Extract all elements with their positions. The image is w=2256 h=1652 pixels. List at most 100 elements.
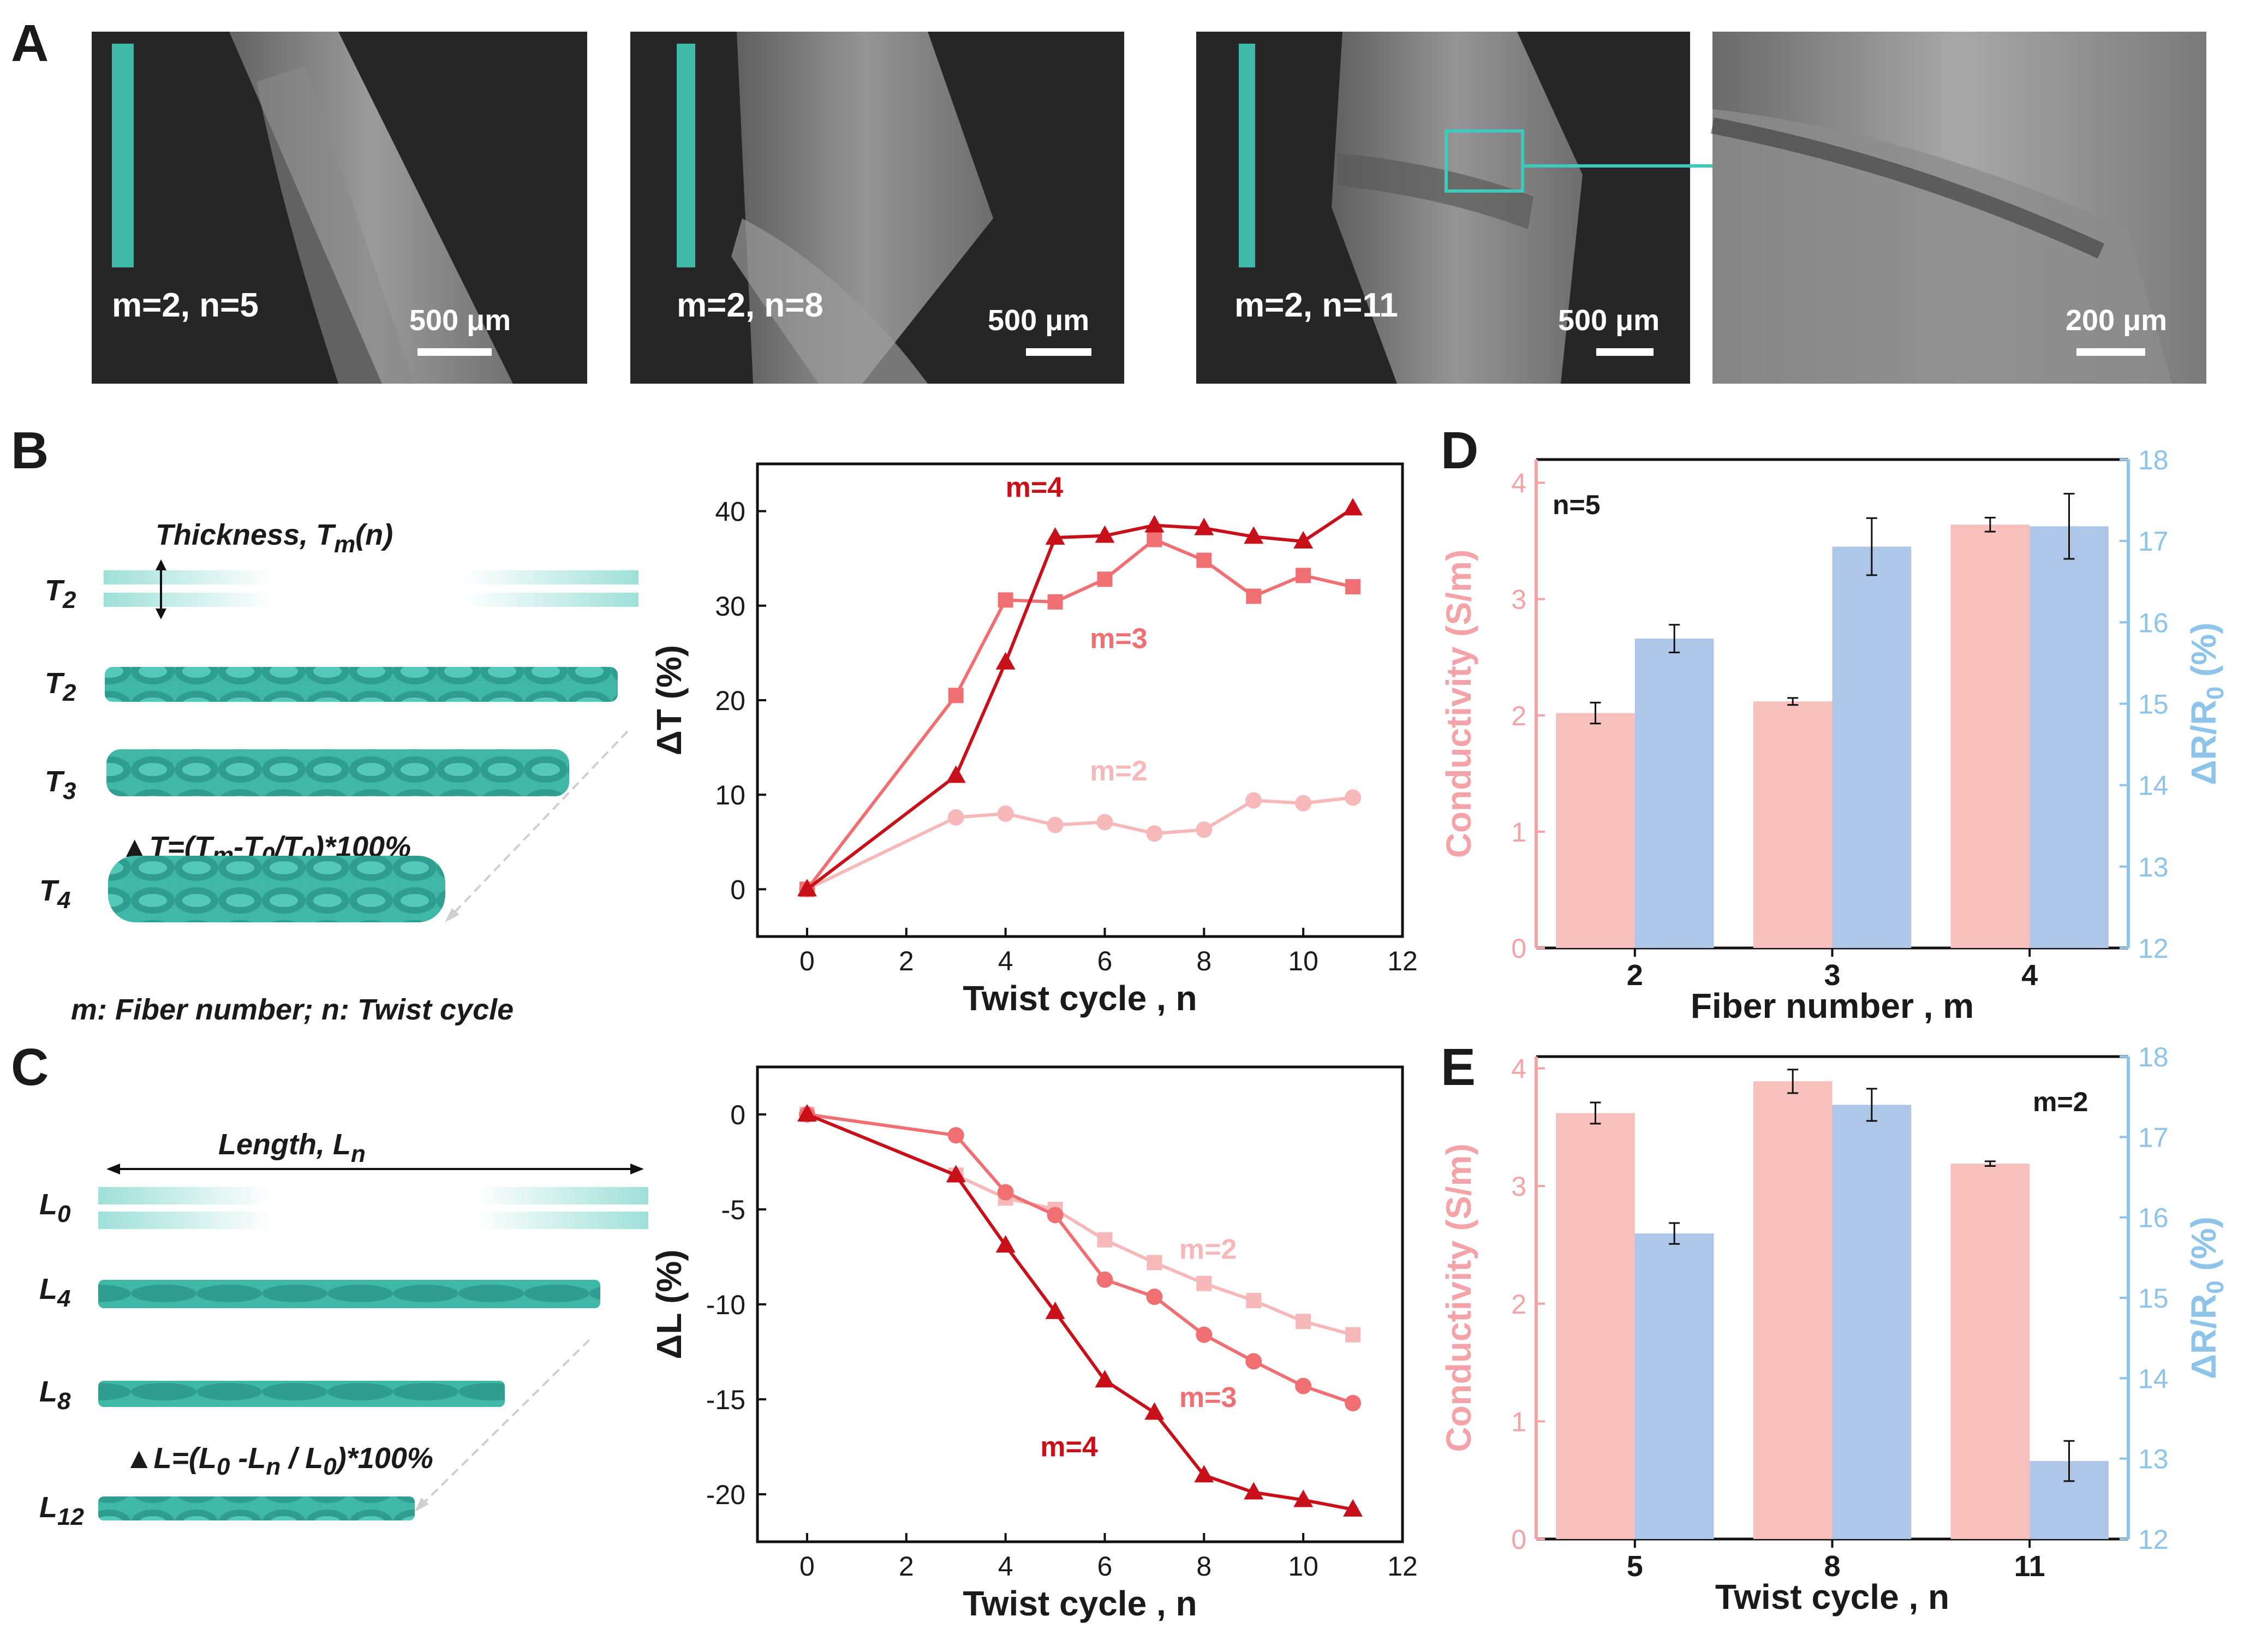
data-point bbox=[1047, 816, 1064, 833]
y-axis-label-left: Conductivity (S/m) bbox=[1439, 550, 1478, 858]
y-tick-label: -15 bbox=[706, 1385, 745, 1415]
data-point bbox=[1095, 1370, 1115, 1388]
scale-bar-label: 200 μm bbox=[2066, 304, 2167, 337]
x-tick-label: 10 bbox=[1288, 946, 1318, 976]
series-line bbox=[806, 506, 1354, 891]
data-point bbox=[1244, 1482, 1264, 1500]
data-point bbox=[995, 652, 1016, 670]
y-tick-label-right: 15 bbox=[2138, 689, 2169, 720]
data-point bbox=[1345, 579, 1361, 595]
data-point bbox=[1245, 1353, 1262, 1370]
fiber-inset-icon bbox=[1239, 44, 1255, 267]
y-tick-label-right: 16 bbox=[2138, 1203, 2169, 1233]
data-point bbox=[1097, 1232, 1113, 1248]
y-tick-label-right: 17 bbox=[2138, 1122, 2169, 1153]
data-point bbox=[797, 879, 817, 897]
y-tick-label-right: 13 bbox=[2138, 1444, 2169, 1475]
data-point bbox=[1047, 1207, 1064, 1224]
data-point bbox=[1296, 568, 1311, 583]
row-label: T2 bbox=[45, 667, 76, 706]
series-label: m=4 bbox=[1040, 1431, 1098, 1463]
scale-bar-label: 500 μm bbox=[409, 304, 511, 337]
data-point bbox=[997, 1184, 1014, 1201]
x-axis-label: Fiber number , m bbox=[1691, 986, 1974, 1025]
fiber-inset-icon bbox=[112, 44, 134, 267]
label-sub: 0 bbox=[2202, 1280, 2229, 1293]
y-axis-label: ΔL (%) bbox=[649, 1249, 689, 1359]
label-part: (%) bbox=[2184, 622, 2223, 686]
schematic-thickness: Thickness, Tm(n) T2 T2 T3 ▲T=(Tm-T0/T0)*… bbox=[39, 518, 638, 1026]
y-tick-label-right: 12 bbox=[2138, 1524, 2169, 1555]
y-tick-label: 0 bbox=[730, 1100, 745, 1130]
row-label: L12 bbox=[39, 1491, 84, 1530]
y-tick-label-left: 1 bbox=[1511, 817, 1526, 848]
data-point bbox=[1194, 517, 1214, 535]
data-point bbox=[1045, 1301, 1065, 1319]
x-tick-label: 8 bbox=[1196, 946, 1211, 976]
data-point bbox=[1245, 792, 1262, 809]
data-point bbox=[1097, 571, 1113, 587]
row-label: L4 bbox=[39, 1273, 70, 1312]
y-tick-label-right: 14 bbox=[2138, 1363, 2169, 1394]
scale-bar bbox=[2076, 348, 2145, 356]
annotation: n=5 bbox=[1553, 490, 1601, 520]
data-point bbox=[1047, 594, 1063, 610]
data-point bbox=[1196, 1326, 1213, 1343]
panel-label-c: C bbox=[11, 1038, 49, 1096]
y-axis-label-right: ΔR/R0 (%) bbox=[2184, 622, 2229, 785]
series-line bbox=[805, 538, 1353, 891]
bar-resistance bbox=[1832, 1105, 1912, 1539]
plot-frame bbox=[756, 1065, 1404, 1543]
bar-conductivity bbox=[1556, 713, 1635, 948]
x-tick-label: 8 bbox=[1824, 1550, 1840, 1583]
x-tick-label: 12 bbox=[1387, 946, 1418, 976]
x-tick-label: 8 bbox=[1196, 1551, 1211, 1582]
data-point bbox=[1144, 1402, 1165, 1420]
sem-image-4: 200 μm bbox=[1711, 32, 2206, 384]
y-tick-label-right: 18 bbox=[2138, 1042, 2169, 1072]
series-line bbox=[806, 1113, 1353, 1337]
y-tick-label-right: 15 bbox=[2138, 1283, 2169, 1314]
x-tick-label: 3 bbox=[1824, 959, 1840, 992]
x-tick-label: 10 bbox=[1288, 1551, 1318, 1582]
legend-text: m: Fiber number; n: Twist cycle bbox=[71, 993, 514, 1026]
data-point bbox=[947, 809, 964, 826]
series-label: m=3 bbox=[1090, 623, 1148, 655]
y-tick-label-left: 3 bbox=[1511, 585, 1526, 615]
data-point bbox=[997, 805, 1014, 822]
series-line bbox=[807, 1113, 1354, 1405]
x-tick-label: 6 bbox=[1097, 1551, 1113, 1582]
x-axis-label: Twist cycle , n bbox=[963, 1584, 1197, 1623]
bar-conductivity bbox=[1950, 524, 2030, 948]
x-tick-label: 12 bbox=[1387, 1551, 1418, 1582]
data-point bbox=[1293, 1489, 1314, 1507]
panel-label-e: E bbox=[1441, 1038, 1476, 1096]
x-tick-label: 6 bbox=[1097, 946, 1113, 976]
x-axis-label: Twist cycle , n bbox=[963, 979, 1197, 1018]
series-line bbox=[806, 1113, 1353, 1511]
x-tick-label: 5 bbox=[1627, 1550, 1643, 1583]
data-point bbox=[1345, 789, 1362, 806]
y-tick-label: 20 bbox=[715, 685, 745, 716]
y-tick-label-left: 1 bbox=[1511, 1406, 1526, 1437]
y-tick-label: 40 bbox=[715, 497, 745, 527]
label-part: ΔR/R bbox=[2184, 1294, 2223, 1379]
y-axis-label-right: ΔR/R0 (%) bbox=[2184, 1216, 2229, 1379]
data-point bbox=[1343, 1499, 1363, 1517]
sem-image-3: m=2, n=11 500 μm bbox=[1196, 32, 1746, 384]
bar-conductivity bbox=[1753, 1081, 1833, 1539]
twisted-fiber bbox=[98, 1496, 415, 1520]
twisted-fiber bbox=[98, 1280, 600, 1308]
data-point bbox=[1144, 515, 1165, 533]
data-point bbox=[1146, 825, 1163, 842]
row-label: T4 bbox=[39, 874, 70, 914]
series-line bbox=[806, 796, 1353, 891]
scale-bar bbox=[1026, 348, 1091, 356]
scale-bar bbox=[1596, 348, 1654, 356]
label-sub: 0 bbox=[2202, 687, 2229, 700]
sem-label: m=2, n=5 bbox=[112, 287, 259, 324]
data-point bbox=[995, 1235, 1016, 1253]
